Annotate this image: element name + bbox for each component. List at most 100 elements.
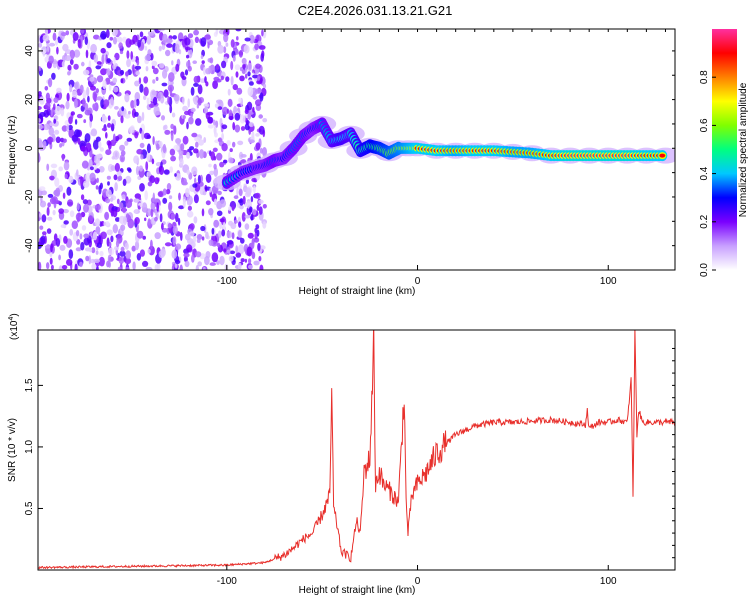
noise-speckle xyxy=(226,249,231,254)
noise-speckle xyxy=(66,124,70,133)
noise-speckle xyxy=(119,144,126,152)
noise-speckle xyxy=(217,190,222,196)
noise-speckle xyxy=(193,148,199,154)
noise-speckle xyxy=(179,264,183,270)
noise-speckle xyxy=(83,203,89,213)
noise-speckle xyxy=(215,120,219,128)
noise-speckle xyxy=(73,49,81,58)
noise-speckle xyxy=(65,100,70,110)
noise-speckle xyxy=(186,169,190,175)
noise-speckle xyxy=(127,168,132,173)
noise-speckle xyxy=(94,204,101,211)
noise-speckle xyxy=(134,80,140,87)
noise-speckle xyxy=(55,136,61,144)
noise-speckle xyxy=(209,64,216,75)
noise-speckle xyxy=(112,63,117,70)
noise-speckle xyxy=(216,260,220,265)
noise-speckle xyxy=(45,92,51,101)
noise-speckle xyxy=(56,87,62,94)
noise-speckle xyxy=(48,42,56,47)
noise-speckle xyxy=(124,113,131,119)
snr-x-tick-label: 100 xyxy=(600,576,617,587)
noise-speckle xyxy=(158,45,162,52)
noise-speckle xyxy=(135,71,140,76)
noise-speckle xyxy=(240,126,246,131)
noise-speckle xyxy=(200,37,207,47)
noise-speckle xyxy=(147,30,155,36)
noise-speckle xyxy=(170,155,177,162)
noise-speckle xyxy=(186,151,191,159)
noise-speckle xyxy=(183,252,190,258)
noise-speckle xyxy=(261,29,264,37)
noise-speckle xyxy=(62,209,69,214)
noise-speckle xyxy=(118,42,123,49)
noise-speckle xyxy=(173,125,177,135)
noise-speckle xyxy=(110,123,115,132)
noise-speckle xyxy=(89,166,94,171)
noise-speckle xyxy=(192,60,197,64)
noise-speckle xyxy=(145,266,153,270)
noise-speckle xyxy=(191,132,198,138)
noise-speckle xyxy=(178,205,185,210)
noise-speckle xyxy=(203,66,206,76)
noise-speckle xyxy=(125,38,132,48)
noise-speckle xyxy=(217,242,221,248)
noise-speckle xyxy=(149,175,156,184)
noise-speckle xyxy=(115,239,120,248)
noise-speckle xyxy=(221,132,225,140)
noise-speckle xyxy=(248,264,253,270)
noise-speckle xyxy=(105,29,110,39)
spectrogram-xlabel: Height of straight line (km) xyxy=(299,286,416,297)
noise-speckle xyxy=(69,49,76,60)
noise-speckle xyxy=(146,97,150,106)
noise-speckle xyxy=(93,34,100,40)
noise-speckle xyxy=(187,65,192,72)
noise-speckle xyxy=(137,205,141,210)
noise-speckle xyxy=(169,148,176,156)
noise-speckle xyxy=(226,140,231,146)
noise-speckle xyxy=(80,29,85,34)
noise-speckle xyxy=(96,96,103,101)
noise-speckle xyxy=(162,33,168,44)
noise-speckle xyxy=(262,147,267,157)
noise-speckle xyxy=(55,187,61,197)
noise-speckle xyxy=(73,98,78,109)
noise-speckle xyxy=(203,103,210,108)
colorbar-gradient xyxy=(712,29,737,270)
noise-speckle xyxy=(234,64,241,71)
noise-speckle xyxy=(44,245,51,249)
snr-axes: -100 0 100 0.5 1.0 1.5 xyxy=(24,347,675,587)
snr-ylabel: SNR (10 * v/v) xyxy=(7,418,18,482)
noise-speckle xyxy=(168,201,173,212)
noise-speckle xyxy=(203,137,207,143)
noise-speckle xyxy=(232,84,238,91)
noise-speckle xyxy=(138,165,143,172)
noise-speckle xyxy=(42,140,47,150)
noise-speckle xyxy=(199,149,205,159)
noise-speckle xyxy=(49,175,55,181)
noise-speckle xyxy=(214,132,218,138)
figure-title: C2E4.2026.031.13.21.G21 xyxy=(298,3,453,18)
noise-speckle xyxy=(105,132,108,139)
colorbar-tick-label: 0.6 xyxy=(699,118,710,132)
noise-speckle xyxy=(134,65,142,70)
noise-speckle xyxy=(144,217,147,222)
noise-speckle xyxy=(205,200,211,206)
noise-speckle xyxy=(92,139,99,150)
noise-speckle xyxy=(237,262,242,270)
noise-speckle xyxy=(38,139,43,149)
noise-speckle xyxy=(81,61,85,67)
noise-speckle xyxy=(85,142,92,153)
noise-speckle xyxy=(242,195,246,205)
noise-speckle xyxy=(98,256,105,267)
noise-speckle xyxy=(145,66,149,72)
noise-speckle xyxy=(190,241,196,248)
noise-speckle xyxy=(123,216,127,226)
noise-speckle xyxy=(231,232,235,240)
noise-speckle xyxy=(122,178,127,186)
noise-speckle xyxy=(178,192,181,201)
noise-speckle xyxy=(124,140,129,146)
noise-speckle xyxy=(262,118,268,123)
noise-speckle xyxy=(90,85,96,91)
noise-speckle xyxy=(249,34,255,44)
